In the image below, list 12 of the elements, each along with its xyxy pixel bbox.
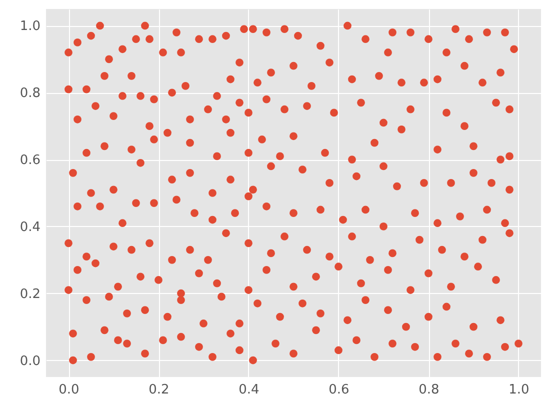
y-tick-label: 0.2 (20, 286, 40, 302)
x-tick-label: 0.8 (418, 382, 440, 398)
x-tick-label: 1.0 (508, 382, 530, 398)
x-tick-label: 0.0 (58, 382, 80, 398)
x-tick-label: 0.4 (238, 382, 260, 398)
y-tick-label: 0.8 (20, 86, 40, 102)
x-tick-label: 0.2 (148, 382, 170, 398)
x-tick-label: 0.6 (328, 382, 350, 398)
y-tick-label: 1.0 (20, 19, 40, 34)
y-tick-label: 0.0 (20, 354, 40, 369)
y-tick-label: 0.4 (20, 220, 40, 235)
y-tick-label: 0.6 (20, 153, 40, 168)
